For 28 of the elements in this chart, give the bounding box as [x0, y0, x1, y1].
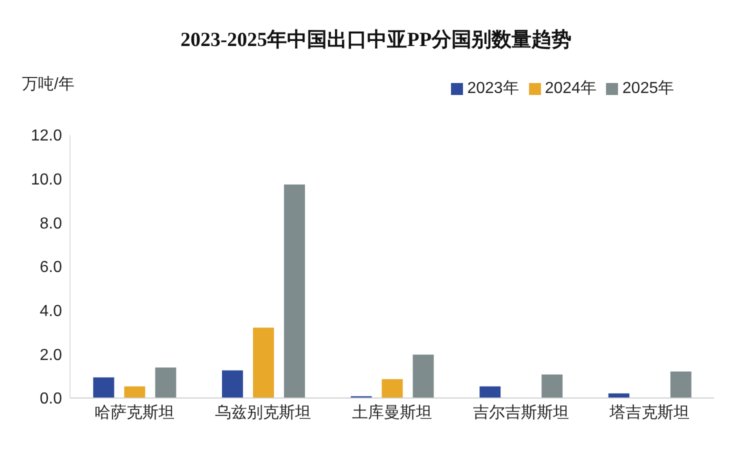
bar — [222, 370, 243, 398]
bar — [542, 374, 563, 398]
chart-title: 2023-2025年中国出口中亚PP分国别数量趋势 — [179, 28, 573, 53]
y-tick-label: 2.0 — [40, 346, 62, 364]
x-tick-label: 吉尔吉斯斯坦 — [472, 403, 569, 422]
x-tick-label: 哈萨克斯坦 — [94, 403, 174, 422]
bar — [124, 386, 146, 398]
x-tick-label: 乌兹别克斯坦 — [215, 403, 312, 422]
legend-label: 2024年 — [544, 80, 596, 97]
x-tick-label: 土库曼斯坦 — [352, 403, 432, 422]
y-axis-title: 万吨/年 — [22, 74, 74, 95]
bar — [252, 328, 274, 398]
bar — [670, 371, 692, 398]
y-tick-label: 6.0 — [40, 259, 62, 276]
bar — [382, 379, 403, 398]
y-tick-label: 10.0 — [30, 172, 62, 189]
x-tick-label: 塔吉克斯坦 — [608, 403, 690, 422]
bar — [480, 386, 501, 398]
y-tick-label: 8.0 — [40, 215, 62, 232]
y-tick-label: 12.0 — [30, 128, 62, 145]
bar — [284, 184, 305, 398]
bar — [412, 354, 434, 398]
y-tick-label: 4.0 — [40, 303, 62, 320]
bar — [93, 377, 114, 398]
bar — [155, 368, 176, 398]
legend-label: 2023年 — [467, 80, 519, 97]
legend-label: 2025年 — [622, 80, 674, 97]
y-tick-label: 0.0 — [40, 390, 62, 408]
